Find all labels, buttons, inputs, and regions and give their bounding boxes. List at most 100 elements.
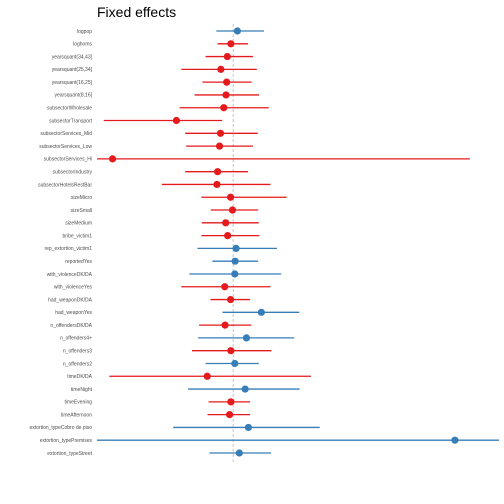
point-estimate <box>221 283 229 291</box>
effect-row: yearsquant(16,25] <box>52 78 252 86</box>
point-estimate <box>216 129 225 137</box>
effect-row: reportedYes <box>65 257 259 265</box>
row-label: yearsquant(16,25] <box>52 80 93 86</box>
effect-row: subsectorIndustry <box>53 168 249 175</box>
row-label: sizeMedium <box>65 221 92 227</box>
point-estimate <box>215 142 224 150</box>
point-estimate <box>227 347 235 355</box>
row-label: yearsquant(8,16] <box>54 93 92 99</box>
point-estimate <box>203 372 211 380</box>
effect-row: sizeMedium <box>65 219 259 227</box>
point-estimate <box>221 321 229 329</box>
chart-title: Fixed effects <box>97 4 176 20</box>
row-label: extortion_typeStreet <box>47 451 92 457</box>
row-label: had_weaponDK/DA <box>48 297 93 303</box>
effect-row: extortion_typeStreet <box>47 449 272 457</box>
effect-row: subsectorTransport <box>49 116 223 125</box>
point-estimate <box>108 155 117 163</box>
row-label: subsectorHotelsRestBar <box>38 182 92 188</box>
effect-row: timeEvening <box>64 398 251 406</box>
effect-row: subsectorServices_Low <box>39 142 253 150</box>
effect-row: n_offenders2 <box>63 359 259 368</box>
row-label: subsectorTransport <box>49 118 92 124</box>
effect-row: n_offenders4+ <box>60 334 295 342</box>
effect-row: with_violenceDK/DA <box>47 270 282 278</box>
point-estimate <box>228 206 237 214</box>
point-estimate <box>172 116 181 125</box>
point-estimate <box>222 91 230 99</box>
point-estimate <box>227 40 235 48</box>
point-estimate <box>244 423 252 432</box>
point-estimate <box>223 52 231 61</box>
row-label: loghoms <box>73 42 92 48</box>
row-label: extortion_typeCobro de piso <box>29 425 92 431</box>
point-estimate <box>231 359 239 368</box>
row-label: extortion_typePremises <box>40 438 93 444</box>
effect-row: logpop <box>77 27 264 35</box>
row-label: sizeSmall <box>71 208 92 214</box>
effect-row: n_offendersDK/DA <box>50 321 252 329</box>
point-estimate <box>225 411 234 419</box>
point-estimate <box>241 385 249 393</box>
point-estimate <box>231 270 239 278</box>
row-label: with_violenceYes <box>54 285 93 291</box>
row-label: timeAfternoon <box>61 412 92 418</box>
row-label: reportedYes <box>65 259 92 265</box>
effect-row: had_weaponDK/DA <box>48 295 251 304</box>
effect-row: timeNight <box>71 385 300 393</box>
point-estimate <box>226 193 235 201</box>
point-estimate <box>217 65 225 73</box>
row-label: sizeMicro <box>71 195 92 201</box>
point-estimate <box>223 78 231 86</box>
effect-row: loghoms <box>73 40 249 48</box>
effect-row: sizeMicro <box>71 193 287 201</box>
point-estimate <box>257 308 265 316</box>
effect-row: timeDK/DA <box>67 372 311 380</box>
effect-row: had_weaponYes <box>55 308 300 316</box>
effect-row: rep_extortion_victim1 <box>44 244 277 252</box>
row-label: subsectorIndustry <box>53 169 93 175</box>
row-label: n_offenders3 <box>63 348 92 354</box>
effect-row: subsectorWholesale <box>47 104 269 112</box>
effect-row: subsectorHotelsRestBar <box>38 180 271 189</box>
row-label: timeNight <box>71 387 93 393</box>
row-label: n_offenders4+ <box>60 336 92 342</box>
rows-layer: logpop loghoms yearsquant(34,43] yearsquant… <box>29 27 499 457</box>
point-estimate <box>233 27 241 35</box>
effect-row: yearsquant(34,43] <box>52 52 253 61</box>
effect-row: subsectorServices_Mid <box>40 129 258 137</box>
effect-row: sizeSmall <box>71 206 259 214</box>
row-label: logpop <box>77 29 92 35</box>
row-label: subsectorServices_Low <box>39 144 92 150</box>
point-estimate <box>222 219 230 227</box>
point-estimate <box>226 295 235 304</box>
point-estimate <box>232 244 240 252</box>
row-label: subsectorWholesale <box>47 106 92 112</box>
row-label: bribe_victim1 <box>63 233 93 239</box>
effect-row: subsectorServices_Hi <box>44 155 470 163</box>
point-estimate <box>231 257 239 265</box>
point-estimate <box>214 168 222 176</box>
point-estimate <box>213 180 221 189</box>
effect-row: with_violenceYes <box>54 283 271 291</box>
row-label: yearsquant(25,34] <box>52 67 93 73</box>
row-label: had_weaponYes <box>55 310 92 316</box>
effect-row: extortion_typePremises <box>40 436 499 444</box>
row-label: rep_extortion_victim1 <box>44 246 92 252</box>
row-label: with_violenceDK/DA <box>47 272 93 278</box>
effect-row: yearsquant(8,16] <box>54 91 260 99</box>
point-estimate <box>224 232 232 240</box>
row-label: n_offenders2 <box>63 361 92 367</box>
row-label: timeEvening <box>64 400 92 406</box>
effect-row: extortion_typeCobro de piso <box>29 423 320 432</box>
effect-row: n_offenders3 <box>63 347 272 354</box>
row-label: yearsquant(34,43] <box>52 54 93 60</box>
row-label: timeDK/DA <box>67 374 92 380</box>
point-estimate <box>220 104 228 112</box>
point-estimate <box>227 398 235 406</box>
effect-row: yearsquant(25,34] <box>52 65 257 73</box>
row-label: subsectorServices_Hi <box>44 157 92 163</box>
effect-row: timeAfternoon <box>61 411 251 419</box>
point-estimate <box>242 334 251 342</box>
